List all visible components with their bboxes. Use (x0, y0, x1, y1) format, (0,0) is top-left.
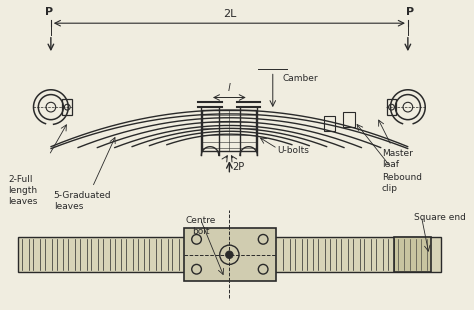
Text: 2P: 2P (232, 162, 245, 172)
Bar (324, 116, 336, 131)
Bar (343, 112, 355, 127)
Bar (184, 228, 276, 281)
Circle shape (226, 251, 233, 259)
Text: U-bolts: U-bolts (278, 146, 310, 155)
Text: 5-Graduated
leaves: 5-Graduated leaves (54, 191, 111, 211)
Text: 2-Full
length
leaves: 2-Full length leaves (9, 175, 38, 206)
Bar (387, 100, 396, 115)
Text: Square end: Square end (414, 213, 465, 222)
Bar (18, 237, 441, 272)
Text: Camber: Camber (283, 74, 318, 83)
Text: P: P (45, 7, 53, 17)
Bar (202, 110, 256, 151)
Text: Master
leaf: Master leaf (382, 148, 413, 169)
Text: l: l (228, 83, 231, 93)
Text: Centre
bolt: Centre bolt (185, 216, 216, 236)
Bar (394, 237, 431, 272)
Bar (63, 100, 72, 115)
Text: Rebound
clip: Rebound clip (382, 173, 422, 193)
Text: 2L: 2L (223, 9, 236, 19)
Text: P: P (406, 7, 414, 17)
